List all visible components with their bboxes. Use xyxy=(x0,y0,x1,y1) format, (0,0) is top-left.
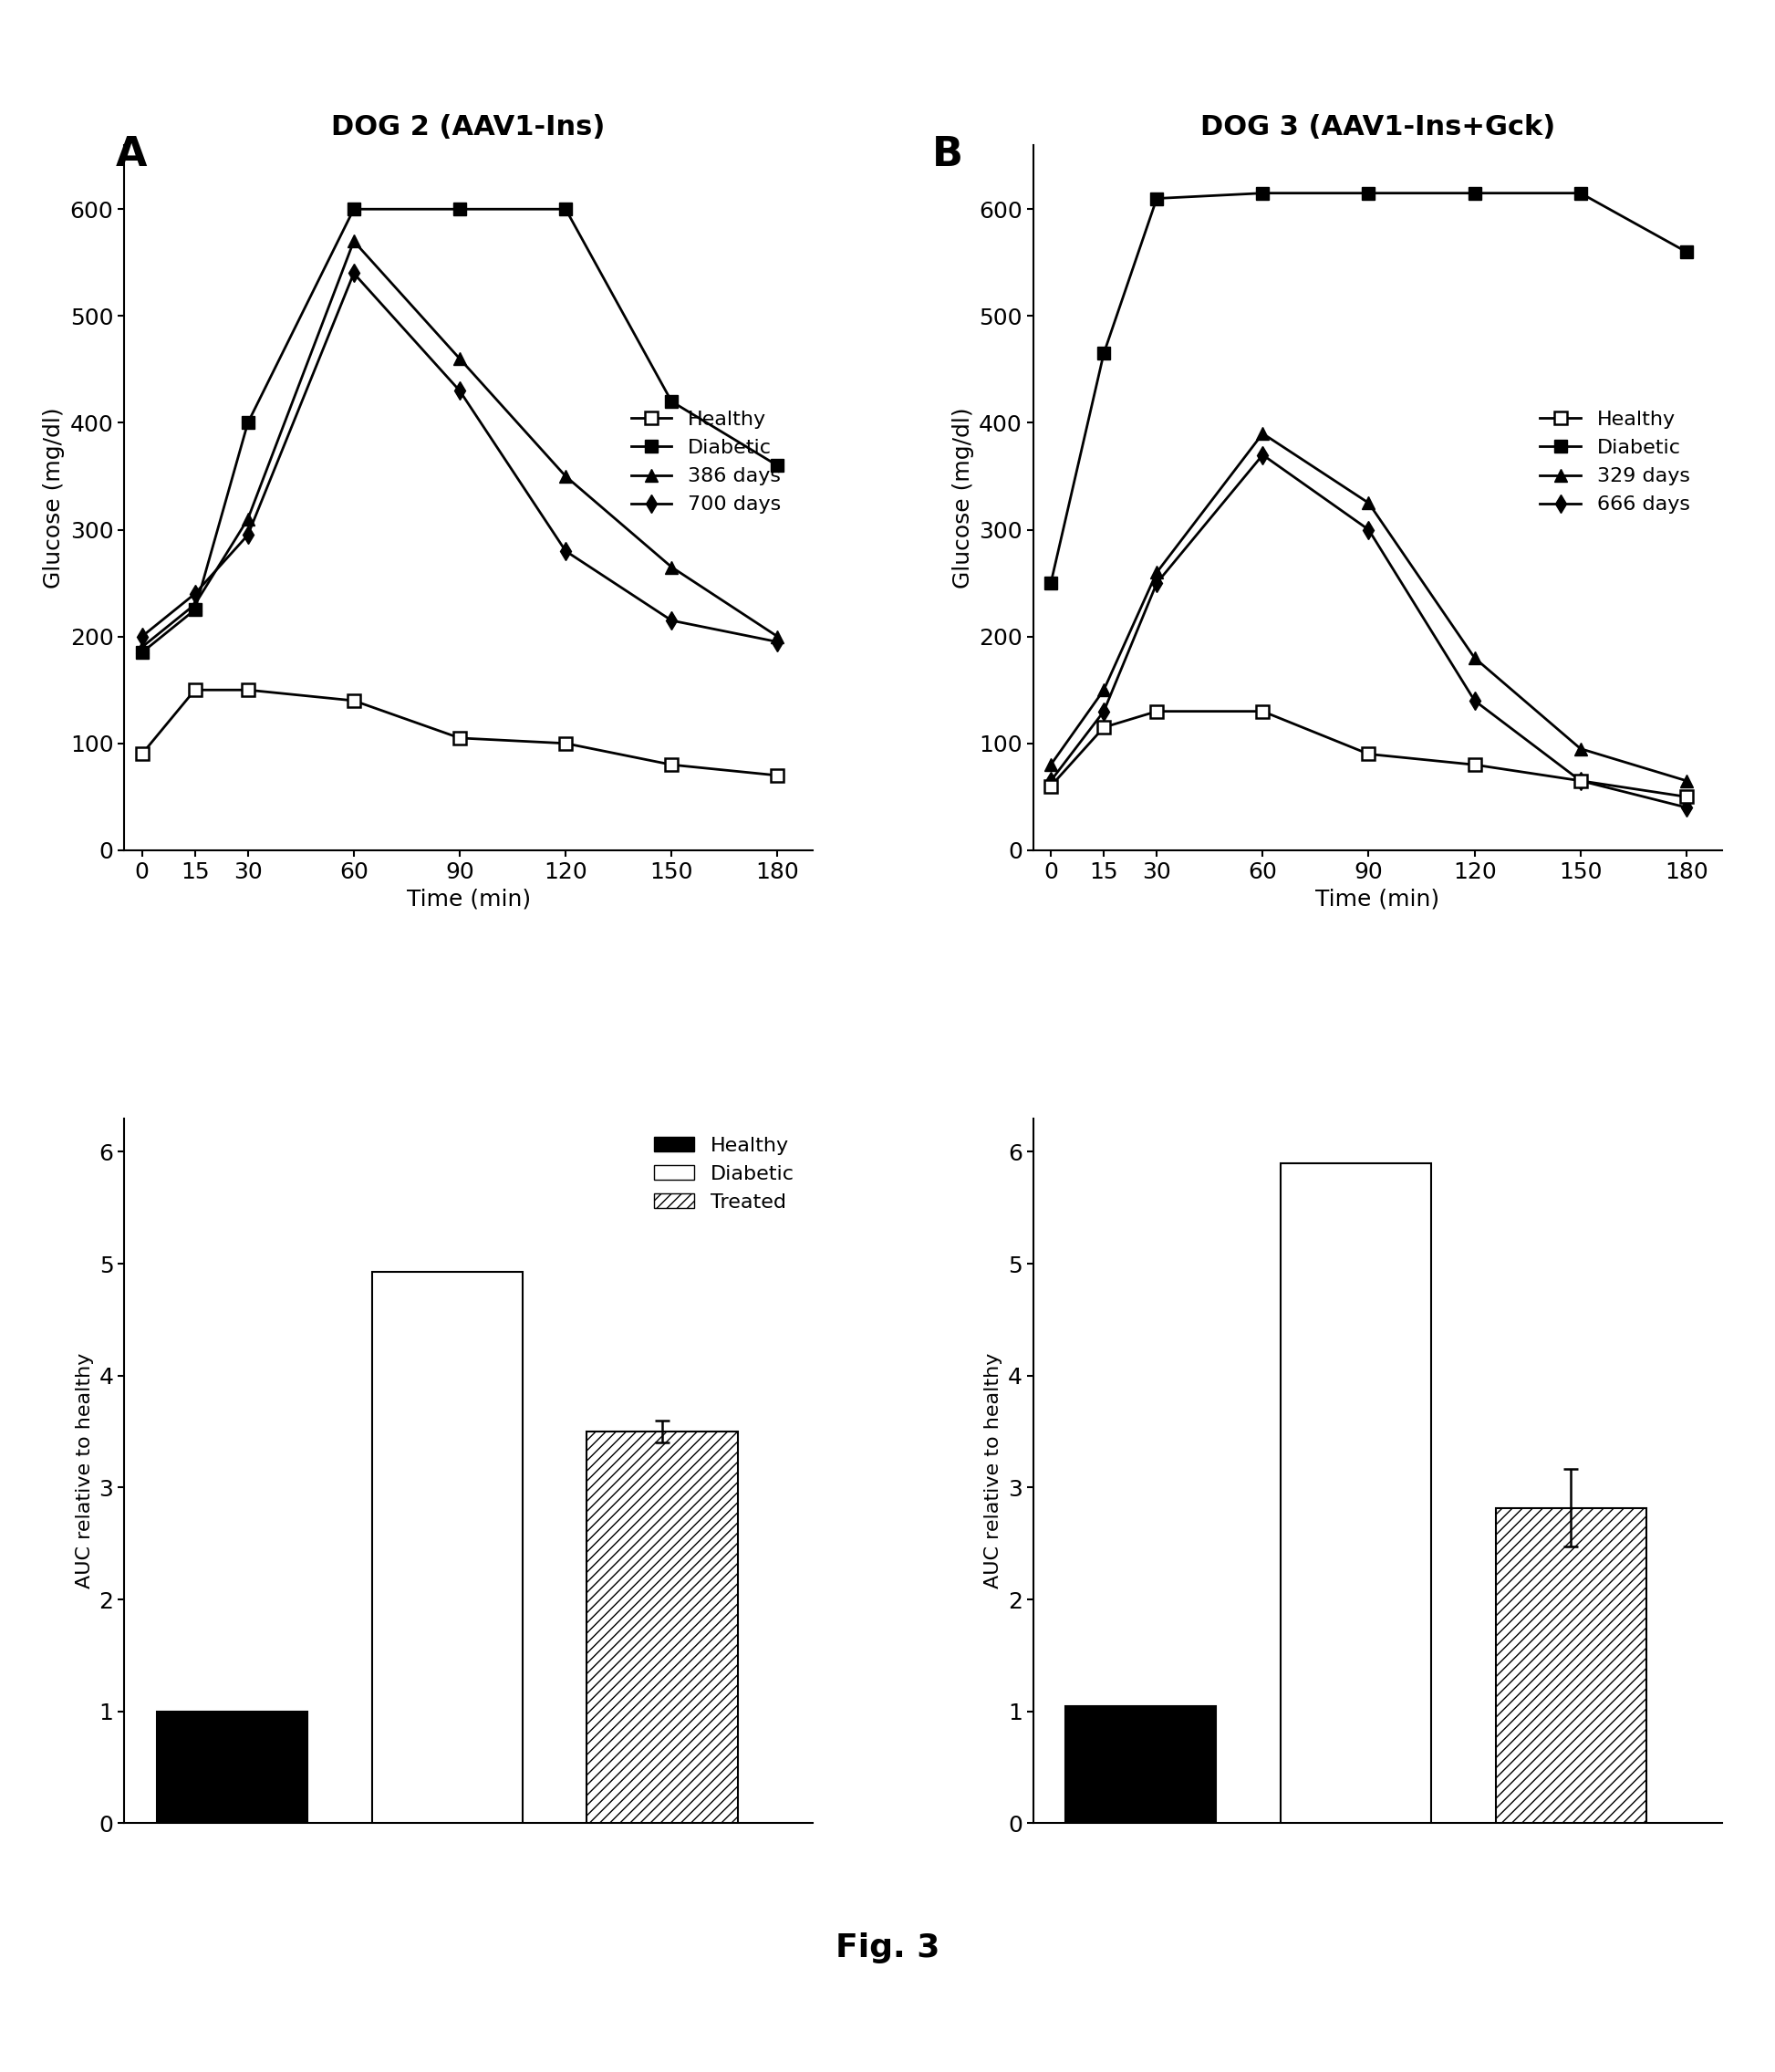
Y-axis label: Glucose (mg/dl): Glucose (mg/dl) xyxy=(43,406,66,588)
Text: A: A xyxy=(115,135,147,174)
Bar xyxy=(1065,1705,1216,1823)
Bar xyxy=(156,1711,307,1823)
Legend: Healthy, Diabetic, 386 days, 700 days: Healthy, Diabetic, 386 days, 700 days xyxy=(623,402,788,522)
Bar xyxy=(588,1432,738,1823)
Bar xyxy=(1280,1162,1431,1823)
Bar xyxy=(371,1272,522,1823)
Y-axis label: Glucose (mg/dl): Glucose (mg/dl) xyxy=(951,406,974,588)
X-axis label: Time (min): Time (min) xyxy=(406,889,531,910)
Title: DOG 2 (AAV1-Ins): DOG 2 (AAV1-Ins) xyxy=(332,114,605,141)
Y-axis label: AUC relative to healthy: AUC relative to healthy xyxy=(985,1353,1003,1589)
Y-axis label: AUC relative to healthy: AUC relative to healthy xyxy=(76,1353,94,1589)
Bar xyxy=(1496,1508,1647,1823)
Legend: Healthy, Diabetic, 329 days, 666 days: Healthy, Diabetic, 329 days, 666 days xyxy=(1532,402,1699,522)
Title: DOG 3 (AAV1-Ins+Gck): DOG 3 (AAV1-Ins+Gck) xyxy=(1200,114,1555,141)
Text: B: B xyxy=(932,135,962,174)
Legend: Healthy, Diabetic, Treated: Healthy, Diabetic, Treated xyxy=(646,1129,802,1220)
Text: Fig. 3: Fig. 3 xyxy=(836,1933,939,1962)
X-axis label: Time (min): Time (min) xyxy=(1315,889,1440,910)
